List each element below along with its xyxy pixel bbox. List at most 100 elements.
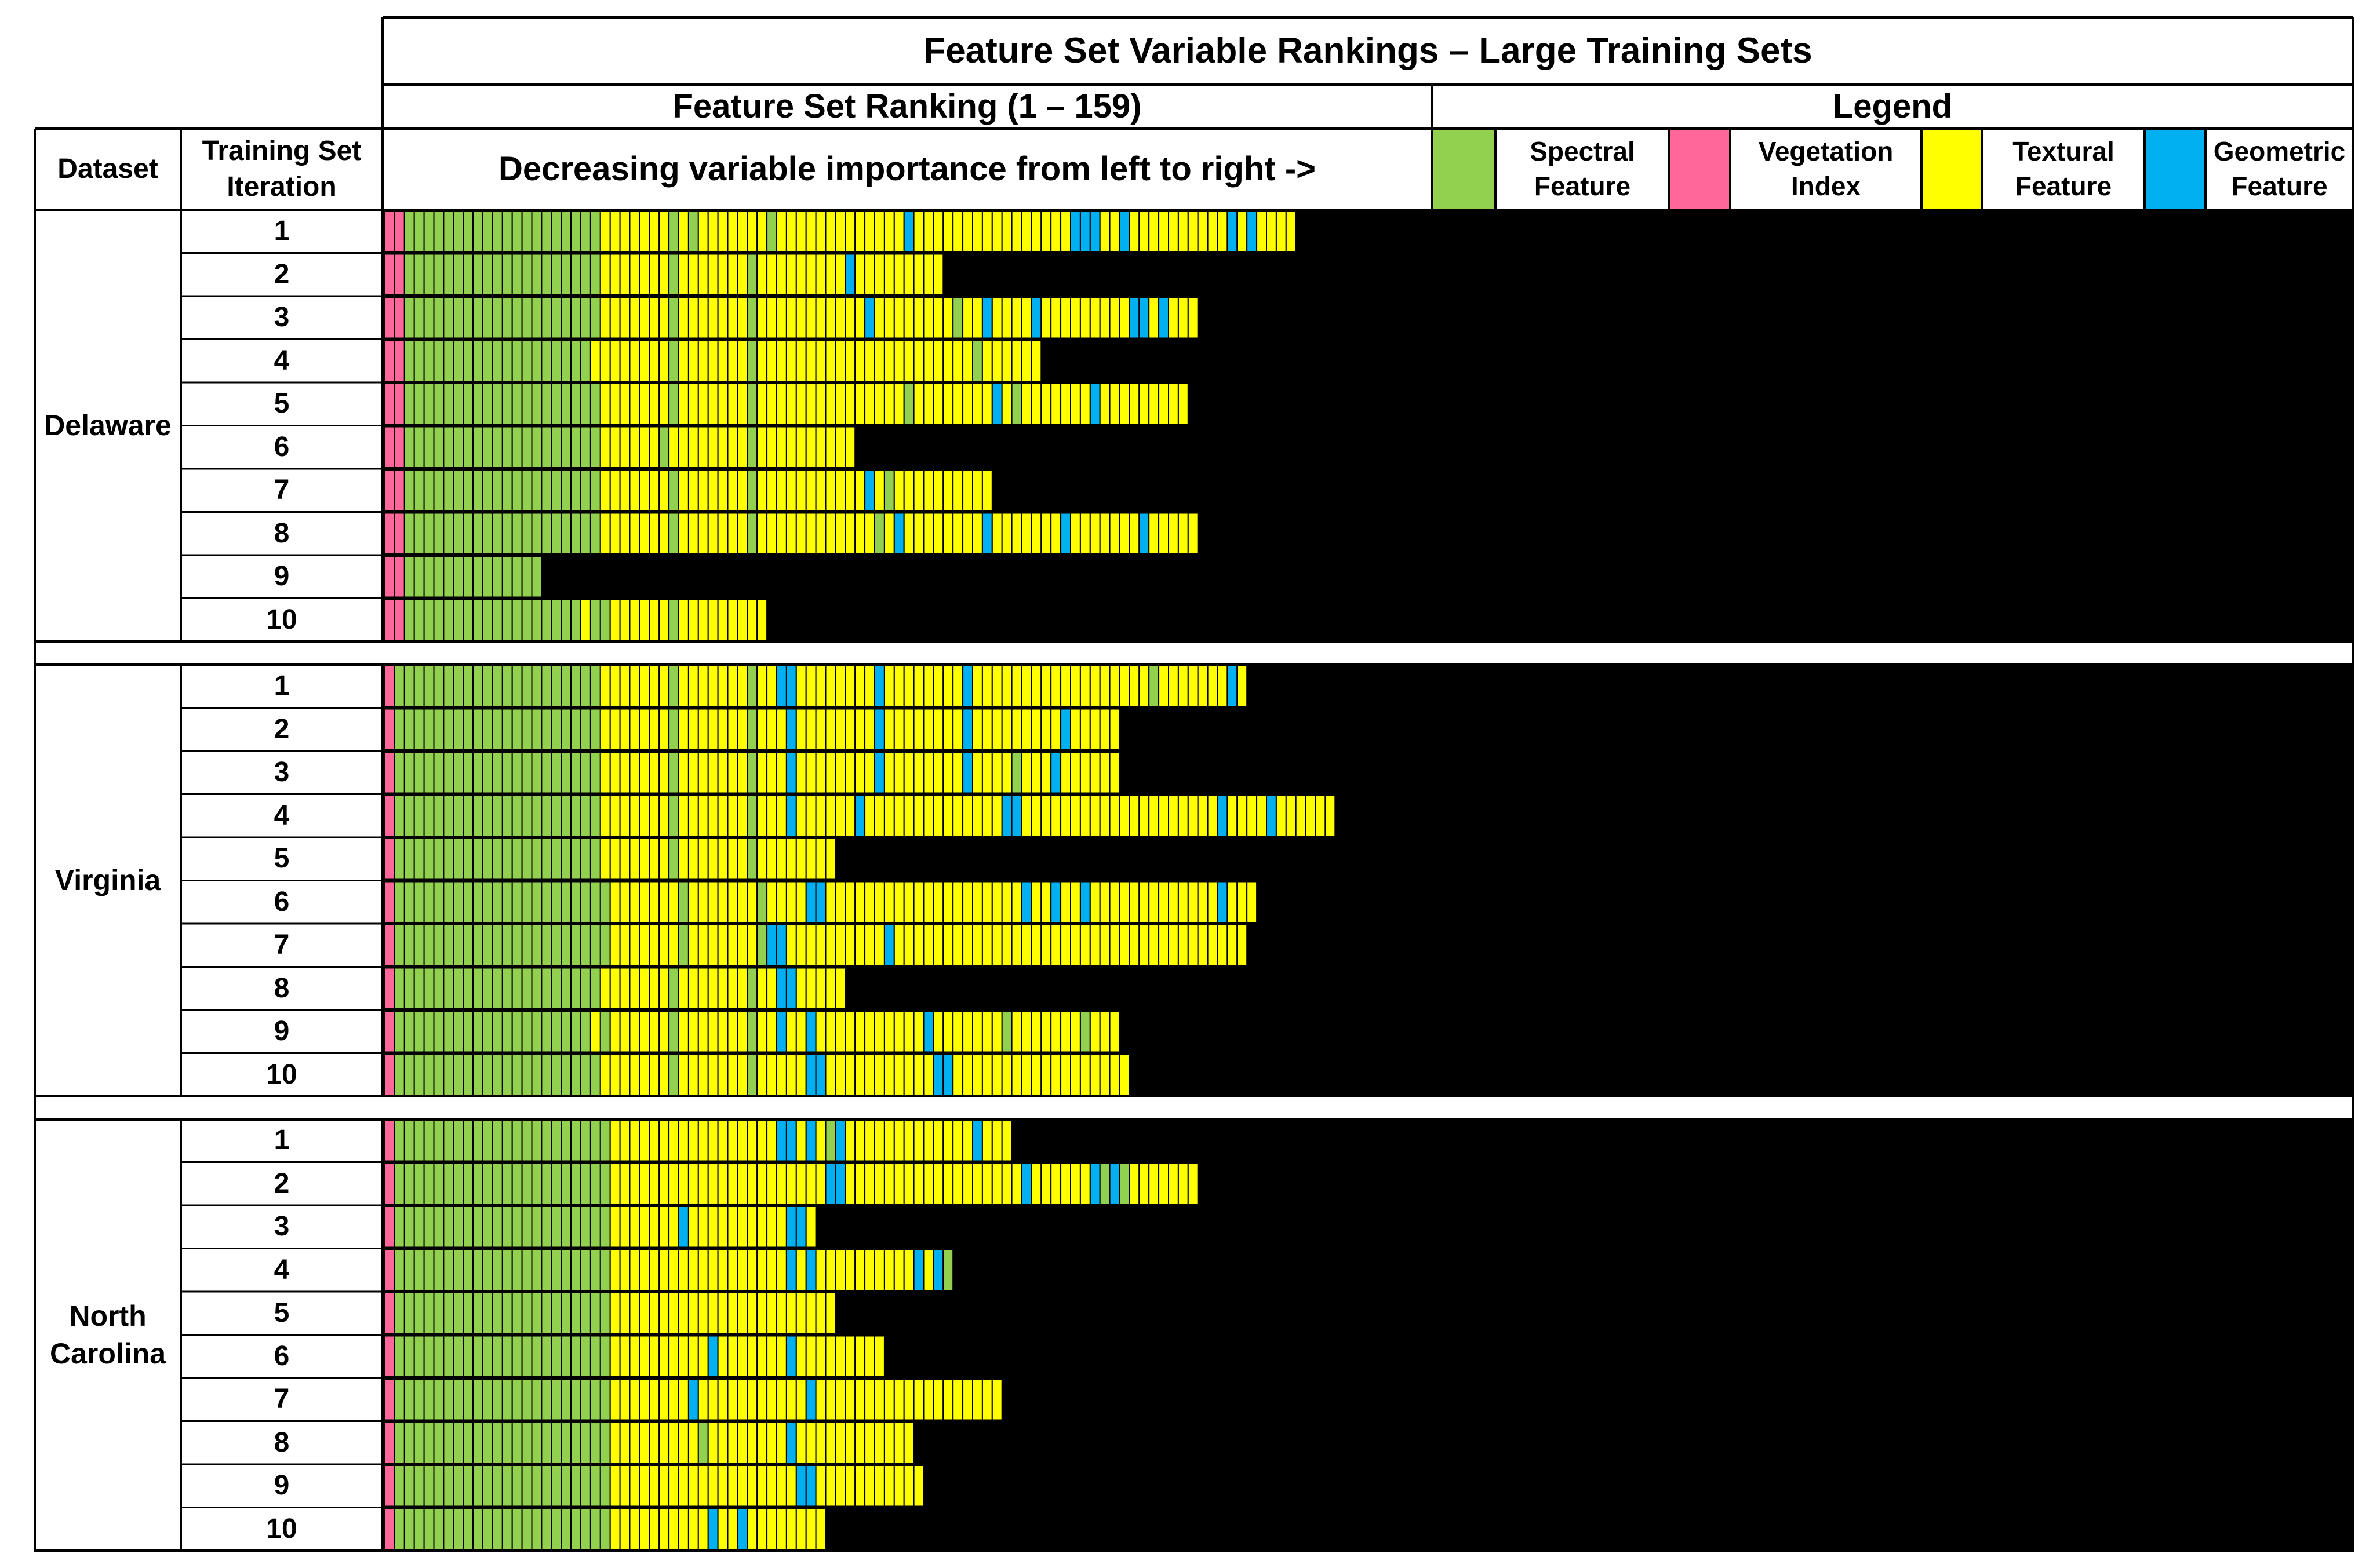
iteration-label: 1 <box>274 670 290 702</box>
feature-cell-spectral <box>482 665 493 708</box>
feature-cell-vegetation <box>394 297 405 339</box>
feature-cell-spectral <box>463 383 474 425</box>
feature-cell-spectral <box>501 469 513 512</box>
feature-cell-textural <box>933 340 944 382</box>
feature-cell-textural <box>805 210 817 253</box>
feature-cell-spectral <box>413 512 425 555</box>
feature-cell-textural <box>649 599 660 641</box>
feature-cell-geometric <box>737 1508 748 1550</box>
feature-cell-textural <box>1050 708 1062 750</box>
feature-cell-textural <box>668 1421 679 1464</box>
feature-cell-spectral <box>413 1249 425 1291</box>
feature-cell-textural <box>717 708 729 750</box>
feature-cell-textural <box>649 1292 660 1334</box>
feature-cell-spectral <box>580 881 591 923</box>
feature-cell-spectral <box>580 210 591 253</box>
feature-cell-textural <box>805 1162 817 1205</box>
feature-cell-textural <box>805 794 817 837</box>
feature-cell-textural <box>903 253 915 296</box>
feature-cell-textural <box>687 1053 699 1096</box>
feature-cell-geometric <box>1079 881 1091 923</box>
feature-cell-geometric <box>805 1120 817 1162</box>
feature-cell-geometric <box>805 1011 817 1053</box>
feature-cell-textural <box>845 1421 856 1464</box>
feature-cell-textural <box>697 1335 709 1377</box>
feature-cell-textural <box>1236 881 1248 923</box>
feature-cell-textural <box>776 1465 787 1507</box>
feature-cell-textural <box>972 1379 983 1421</box>
feature-cell-textural <box>785 924 797 967</box>
feature-cell-spectral <box>394 1249 405 1291</box>
feature-cell-spectral <box>463 1292 474 1334</box>
feature-cell-spectral <box>903 383 915 425</box>
feature-cell-textural <box>1011 340 1022 382</box>
feature-cell-textural <box>854 881 866 923</box>
feature-cell-spectral <box>561 599 572 641</box>
feature-cell-textural <box>952 881 964 923</box>
feature-cell-textural <box>1119 924 1130 967</box>
feature-cell-textural <box>795 253 807 296</box>
feature-cell-textural <box>687 1292 699 1334</box>
feature-cell-textural <box>678 297 689 339</box>
feature-cell-textural <box>1197 881 1209 923</box>
feature-cell-textural <box>697 665 709 708</box>
feature-cell-spectral <box>433 1162 445 1205</box>
feature-cell-spectral <box>463 1421 474 1464</box>
feature-cell-spectral <box>501 1508 513 1550</box>
feature-cell-spectral <box>521 383 533 425</box>
feature-cell-textural <box>776 383 787 425</box>
feature-cell-textural <box>1256 210 1268 253</box>
feature-cell-spectral <box>668 469 679 512</box>
feature-cell-textural <box>668 1465 679 1507</box>
feature-cell-textural <box>697 1292 709 1334</box>
feature-cell-textural <box>649 253 660 296</box>
feature-cell-spectral <box>492 1011 503 1053</box>
feature-cell-spectral <box>472 297 483 339</box>
iteration-label: 1 <box>274 216 290 247</box>
feature-cell-textural <box>678 1120 689 1162</box>
feature-cell-vegetation <box>384 1011 395 1053</box>
feature-cell-textural <box>815 1335 827 1377</box>
feature-cell-textural <box>629 1292 640 1334</box>
feature-cell-textural <box>972 1162 983 1205</box>
feature-cell-textural <box>805 340 817 382</box>
feature-cell-textural <box>991 924 1003 967</box>
feature-cell-textural <box>1011 210 1022 253</box>
feature-cell-textural <box>1109 1053 1120 1096</box>
feature-cell-textural <box>1011 924 1022 967</box>
feature-cell-textural <box>903 665 915 708</box>
feature-cell-textural <box>1040 794 1052 837</box>
feature-cell-spectral <box>443 426 454 468</box>
feature-cell-textural <box>893 1379 905 1421</box>
feature-cell-textural <box>835 383 846 425</box>
feature-cell-spectral <box>413 297 425 339</box>
feature-cell-spectral <box>580 924 591 967</box>
feature-cell-textural <box>747 1421 758 1464</box>
iteration-label: 4 <box>274 345 290 376</box>
feature-cell-textural <box>913 665 925 708</box>
feature-cell-spectral <box>521 426 533 468</box>
feature-cell-textural <box>864 1465 875 1507</box>
feature-cell-vegetation <box>384 1335 395 1377</box>
feature-cell-spectral <box>394 752 405 794</box>
feature-cell-textural <box>756 512 768 555</box>
feature-cell-textural <box>737 1292 748 1334</box>
feature-cell-textural <box>776 297 787 339</box>
feature-cell-textural <box>649 469 660 512</box>
feature-cell-textural <box>1129 1162 1140 1205</box>
feature-cell-spectral <box>874 512 885 555</box>
feature-cell-textural <box>727 1206 738 1248</box>
feature-cell-spectral <box>472 1379 483 1421</box>
feature-cell-spectral <box>501 1421 513 1464</box>
feature-cell-textural <box>707 794 719 837</box>
feature-cell-textural <box>639 1292 650 1334</box>
feature-cell-textural <box>717 1120 729 1162</box>
feature-cell-textural <box>874 1465 885 1507</box>
feature-cell-textural <box>649 1249 660 1291</box>
feature-cell-spectral <box>413 1335 425 1377</box>
feature-cell-textural <box>845 708 856 750</box>
feature-cell-vegetation <box>384 556 395 598</box>
feature-cell-textural <box>913 1465 925 1507</box>
feature-cell-spectral <box>511 1011 523 1053</box>
feature-cell-textural <box>687 1508 699 1550</box>
